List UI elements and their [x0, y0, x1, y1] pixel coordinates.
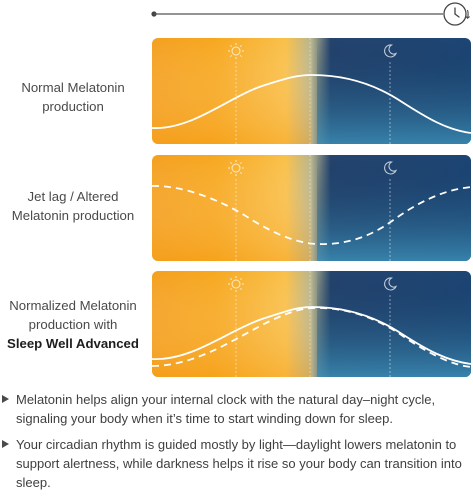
sun-icon — [228, 160, 244, 176]
row-label-line: Normalized Melatonin — [9, 298, 137, 313]
triangle-bullet-icon — [2, 395, 9, 403]
row-label-normal: Normal Melatonin production — [0, 78, 146, 116]
row-label-line: production with — [28, 317, 118, 332]
row-label-normalized: Normalized Melatonin production with Sle… — [0, 296, 146, 353]
row-label-line: Normal Melatonin — [21, 80, 125, 95]
product-name: Sleep Well Advanced — [7, 336, 139, 351]
sun-icon — [228, 43, 244, 59]
list-item: Melatonin helps align your internal cloc… — [2, 390, 472, 428]
curve-solid — [152, 306, 471, 365]
row-label-line: Jet lag / Altered — [27, 189, 119, 204]
sun-icon — [228, 276, 244, 292]
chart-panel-normal — [152, 38, 471, 144]
chart-panel-jetlag — [152, 155, 471, 261]
timeline — [151, 2, 470, 26]
list-item: Your circadian rhythm is guided mostly b… — [2, 435, 472, 492]
row-label-jetlag: Jet lag / Altered Melatonin production — [0, 187, 146, 225]
row-label-line: Melatonin production — [11, 208, 135, 223]
moon-icon — [384, 277, 398, 291]
bullet-list: Melatonin helps align your internal cloc… — [2, 390, 472, 499]
bullet-text: Melatonin helps align your internal cloc… — [16, 392, 436, 426]
curve-solid — [152, 74, 471, 134]
curve-dashed — [152, 307, 471, 368]
moon-icon — [384, 44, 398, 58]
chart-panel-normalized — [152, 271, 471, 377]
curve-dashed — [152, 185, 471, 245]
bullet-text: Your circadian rhythm is guided mostly b… — [16, 437, 462, 490]
triangle-bullet-icon — [2, 440, 9, 448]
moon-icon — [384, 161, 398, 175]
clock-icon — [443, 2, 470, 26]
row-label-line: production — [42, 99, 104, 114]
